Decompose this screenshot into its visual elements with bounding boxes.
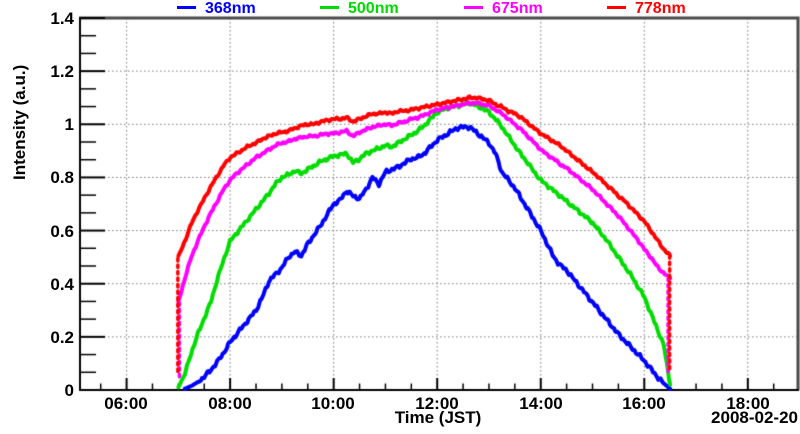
y-tick-label-0: 0 bbox=[64, 381, 74, 400]
x-tick-label-1800: 18:00 bbox=[726, 394, 770, 413]
x-tick-label-1000: 10:00 bbox=[311, 394, 355, 413]
y-tick-label-12: 1.2 bbox=[50, 62, 74, 81]
legend-item-500nm: 500nm bbox=[320, 0, 399, 17]
legend-item-778nm: 778nm bbox=[607, 0, 686, 17]
legend-label-675nm: 675nm bbox=[492, 0, 543, 17]
x-tick-label-1200: 12:00 bbox=[415, 394, 459, 413]
legend-item-675nm: 675nm bbox=[464, 0, 543, 17]
x-tick-label-1400: 14:00 bbox=[519, 394, 563, 413]
x-tick-label-0600: 06:00 bbox=[104, 394, 148, 413]
x-tick-label-0800: 08:00 bbox=[208, 394, 252, 413]
date-label: 2008-02-20 bbox=[711, 408, 798, 427]
x-axis-label: Time (JST) bbox=[394, 408, 482, 427]
legend-line-675nm-icon bbox=[464, 6, 483, 9]
legend-item-368nm: 368nm bbox=[177, 0, 256, 17]
y-tick-label-14: 1.4 bbox=[50, 9, 74, 28]
y-tick-label-06: 0.6 bbox=[50, 222, 74, 241]
legend-line-778nm-icon bbox=[607, 6, 626, 9]
y-tick-label-08: 0.8 bbox=[50, 168, 74, 187]
legend-label-778nm: 778nm bbox=[635, 0, 686, 17]
y-tick-label-1: 1 bbox=[64, 115, 74, 134]
y-tick-label-04: 0.4 bbox=[50, 275, 74, 294]
y-tick-label-02: 0.2 bbox=[50, 328, 74, 347]
legend-label-500nm: 500nm bbox=[348, 0, 399, 17]
x-tick-label-1600: 16:00 bbox=[622, 394, 666, 413]
legend-label-368nm: 368nm bbox=[205, 0, 256, 17]
legend-line-500nm-icon bbox=[320, 6, 339, 9]
legend-line-368nm-icon bbox=[177, 6, 196, 9]
y-axis-label: Intensity (a.u.) bbox=[10, 64, 29, 180]
